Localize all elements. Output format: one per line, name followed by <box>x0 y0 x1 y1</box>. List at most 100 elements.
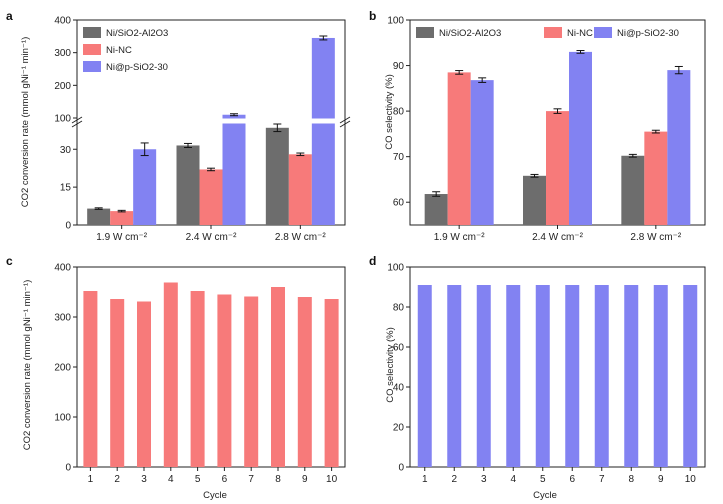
bar-b <box>569 51 592 226</box>
bar-b <box>667 70 691 225</box>
x-tick-label-c: 4 <box>168 474 174 485</box>
bar-a <box>265 127 289 225</box>
bar-a <box>176 145 200 225</box>
y-tick-label-b: 70 <box>393 152 405 163</box>
bar-b <box>447 72 471 225</box>
bar-c <box>324 299 339 467</box>
x-tick-label-d: 6 <box>569 474 575 485</box>
x-tick-label-d: 2 <box>451 474 457 485</box>
bar-d <box>447 285 462 467</box>
legend-label-b: Ni@p-SiO2-30 <box>617 28 679 39</box>
y-tick-label-c: 200 <box>54 363 71 374</box>
bar-b <box>523 175 546 225</box>
bar-c <box>271 287 285 467</box>
x-tick-label-d: 10 <box>685 474 697 485</box>
x-tick-label-c: 3 <box>141 474 147 485</box>
legend-swatch-b <box>594 27 612 38</box>
bar-a <box>110 211 134 225</box>
legend-swatch-b <box>416 27 434 38</box>
legend-label-a: Ni/SiO2-Al2O3 <box>106 28 168 39</box>
x-tick-label-b: 2.4 W cm⁻² <box>532 232 584 243</box>
x-tick-label-d: 3 <box>481 474 487 485</box>
x-tick-label-a: 1.9 W cm⁻² <box>96 232 148 243</box>
bar-c <box>244 296 259 467</box>
y-tick-label-c: 0 <box>65 463 71 474</box>
bar-d <box>535 285 550 467</box>
bar-d <box>476 285 491 467</box>
y-tick-label-d: 0 <box>398 463 404 474</box>
x-tick-label-d: 4 <box>510 474 516 485</box>
x-tick-label-b: 2.8 W cm⁻² <box>630 232 682 243</box>
x-tick-label-c: 8 <box>275 474 281 485</box>
legend-swatch-a <box>83 27 101 38</box>
bar-d <box>594 285 609 467</box>
y-tick-label-d: 60 <box>393 343 405 354</box>
panel-label-a: a <box>6 9 13 23</box>
legend-label-b: Ni/SiO2-Al2O3 <box>439 28 501 39</box>
y-tick-label-d: 80 <box>393 303 405 314</box>
y-tick-label-d: 100 <box>387 263 404 274</box>
bar-a <box>288 154 312 225</box>
panel-label-b: b <box>369 9 376 23</box>
ylabel-d: CO selectivity (%) <box>385 327 396 402</box>
bar-b <box>470 80 494 225</box>
x-tick-label-c: 9 <box>302 474 308 485</box>
bar-d <box>683 285 698 467</box>
y-tick-label-a: 30 <box>60 145 72 156</box>
x-tick-label-b: 1.9 W cm⁻² <box>434 232 486 243</box>
axis-break-gap-a <box>78 118 344 124</box>
y-tick-label-a: 300 <box>54 48 71 59</box>
y-tick-label-d: 20 <box>393 423 405 434</box>
x-tick-label-d: 9 <box>658 474 664 485</box>
axis-break-mark-a <box>339 116 351 124</box>
bar-d <box>506 285 521 467</box>
x-tick-label-d: 1 <box>422 474 428 485</box>
y-tick-label-b: 60 <box>393 198 405 209</box>
y-tick-label-b: 80 <box>393 107 405 118</box>
x-tick-label-c: 7 <box>248 474 254 485</box>
bar-d <box>417 285 432 467</box>
panel-label-c: c <box>6 254 13 268</box>
x-tick-label-a: 2.4 W cm⁻² <box>186 232 238 243</box>
x-tick-label-c: 2 <box>114 474 120 485</box>
y-tick-label-a: 100 <box>54 114 71 125</box>
bar-c <box>110 299 125 467</box>
y-tick-label-c: 300 <box>54 313 71 324</box>
x-tick-label-c: 10 <box>326 474 338 485</box>
y-tick-label-b: 100 <box>387 16 404 27</box>
bar-b <box>644 131 668 225</box>
bar-d <box>653 285 668 467</box>
x-tick-label-d: 5 <box>540 474 546 485</box>
x-tick-label-c: 1 <box>88 474 94 485</box>
legend-label-a: Ni@p-SiO2-30 <box>106 62 168 73</box>
axis-break-mark-a <box>71 116 83 124</box>
bar-c <box>163 282 178 467</box>
plot-frame-d <box>409 266 706 468</box>
y-tick-label-c: 100 <box>54 413 71 424</box>
bar-a <box>199 169 223 225</box>
axis-break-mark-a <box>71 120 83 128</box>
bar-a <box>133 149 157 225</box>
ylabel-b: CO selectivity (%) <box>384 74 395 149</box>
bar-c <box>297 297 312 467</box>
ylabel-c: CO2 conversion rate (mmol gNi⁻¹ min⁻¹) <box>22 280 33 451</box>
x-tick-label-a: 2.8 W cm⁻² <box>275 232 327 243</box>
y-tick-label-a: 200 <box>54 81 71 92</box>
y-tick-label-d: 40 <box>393 383 405 394</box>
bar-b <box>424 194 448 225</box>
xlabel-c: Cycle <box>203 490 227 501</box>
xlabel-d: Cycle <box>533 490 557 501</box>
y-tick-label-a: 15 <box>60 183 72 194</box>
bar-c <box>217 294 232 467</box>
bar-a <box>87 208 111 225</box>
axis-break-mark-a <box>339 120 351 128</box>
x-tick-label-d: 7 <box>599 474 605 485</box>
y-tick-label-b: 90 <box>393 61 405 72</box>
bar-c <box>190 291 205 467</box>
bar-b <box>546 111 569 225</box>
bar-b <box>621 155 645 225</box>
bar-c <box>83 291 98 467</box>
bar-a <box>311 37 335 225</box>
